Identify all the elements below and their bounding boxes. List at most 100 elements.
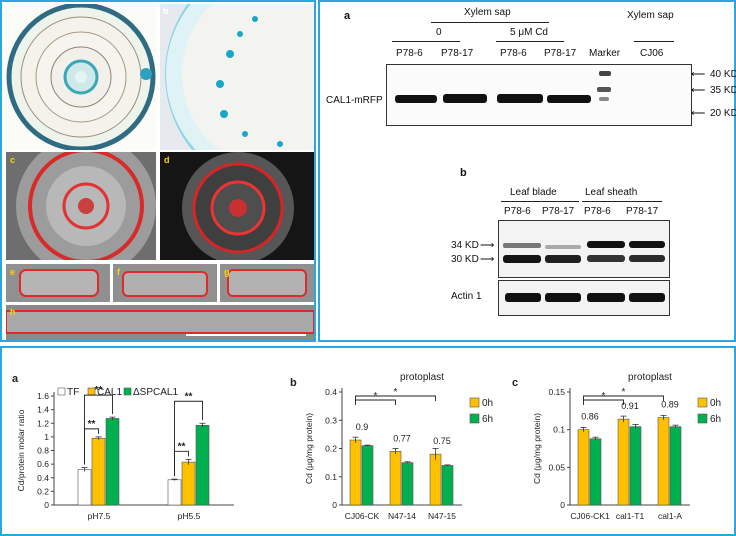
x-tick-label: cal1-T1 — [616, 511, 645, 521]
panel-letter-c: c — [10, 155, 16, 165]
legend-swatch — [697, 397, 708, 408]
y-tick-label: 0 — [332, 500, 337, 510]
bar — [195, 424, 210, 506]
x-tick-label: N47-15 — [428, 511, 456, 521]
western-blot-figure-panel: a Xylem sap 0 5 μM Cd Xylem sap P78-6 P7… — [318, 0, 736, 342]
legend-label: 6h — [482, 414, 493, 425]
legend-swatch — [469, 413, 480, 424]
y-axis-label: Cd (μg/mg protein) — [304, 413, 314, 484]
western-a-header-zero: 0 — [436, 27, 442, 38]
y-tick-label: 0 — [560, 500, 565, 510]
y-tick-label: 0.4 — [37, 473, 49, 483]
marker-label: 20 KD — [710, 108, 736, 119]
y-tick-label: 0.1 — [553, 425, 565, 435]
western-b-header-blade: Leaf blade — [510, 187, 557, 198]
y-tick-label: 0.1 — [325, 472, 337, 482]
blot-image-actin — [498, 280, 670, 316]
y-tick-label: 1.6 — [37, 391, 49, 401]
marker-arrow: ⟵ — [691, 69, 706, 80]
bar — [441, 465, 454, 506]
lane-label: P78-17 — [626, 206, 659, 217]
header-underline — [431, 22, 549, 23]
panel-letter-f: f — [117, 267, 120, 277]
chart-letter: b — [290, 377, 297, 389]
bar — [577, 429, 590, 506]
x-tick-label: N47-14 — [388, 511, 416, 521]
western-a-row-label: CAL1-mRFP — [326, 95, 383, 106]
x-tick-label: cal1-A — [658, 511, 682, 521]
lane-label: P78-6 — [500, 48, 527, 59]
y-tick-label: 0.05 — [548, 462, 565, 472]
y-tick-label: 0.2 — [325, 444, 337, 454]
significance-star: ** — [88, 419, 96, 430]
x-tick-label: CJ06-CK — [345, 511, 380, 521]
legend-swatch — [123, 387, 132, 396]
legend-swatch — [57, 387, 66, 396]
western-b-row-label: Actin 1 — [451, 291, 482, 302]
legend-label: CAL1 — [97, 387, 122, 398]
legend-label: 6h — [710, 414, 721, 425]
marker-arrow: ⟶ — [480, 254, 495, 265]
lane-label: P78-17 — [544, 48, 577, 59]
header-underline — [501, 201, 579, 202]
ratio-label: 0.77 — [393, 433, 411, 443]
western-b-letter: b — [460, 167, 467, 179]
blot-image-b — [498, 220, 670, 278]
bar — [589, 438, 602, 506]
header-underline — [634, 41, 674, 42]
micrograph-f — [113, 264, 217, 302]
marker-arrow: ⟵ — [691, 85, 706, 96]
y-tick-label: 0.15 — [548, 387, 565, 397]
x-tick-label: CJ06-CK1 — [570, 511, 609, 521]
bar — [657, 417, 670, 506]
bar — [77, 469, 92, 506]
y-tick-label: 0 — [44, 500, 49, 510]
bar-charts-panel: a 0 0.2 0.4 0.6 0.8 1 1.2 1.4 1.6 Cd/protein molar… — [0, 346, 736, 536]
ratio-label: 0.9 — [356, 422, 369, 432]
ratio-label: 0.89 — [661, 400, 679, 410]
bar — [105, 418, 120, 506]
y-axis-label: Cd/protein molar ratio — [16, 409, 26, 491]
lane-label: CJ06 — [640, 48, 664, 59]
chart-title: protoplast — [628, 372, 672, 383]
significance-star: ** — [95, 385, 103, 396]
chart-title: protoplast — [400, 372, 444, 383]
significance-star: ** — [178, 441, 186, 452]
lane-label: P78-6 — [584, 206, 611, 217]
marker-label: 34 KD — [451, 240, 479, 251]
western-a-letter: a — [344, 10, 351, 22]
panel-letter-g: g — [224, 267, 230, 277]
significance-star: * — [622, 387, 626, 398]
significance-star: * — [602, 391, 606, 402]
bar — [181, 461, 196, 506]
micrograph-c — [6, 152, 156, 260]
y-tick-label: 1.4 — [37, 405, 49, 415]
header-underline — [582, 201, 662, 202]
ratio-label: 0.86 — [581, 412, 599, 422]
y-tick-label: 0.8 — [37, 446, 49, 456]
significance-bracket — [355, 395, 436, 401]
panel-letter-e: e — [10, 267, 16, 277]
y-axis-label: Cd (μg/mg protein) — [532, 413, 542, 484]
western-a-header-cd: 5 μM Cd — [510, 27, 548, 38]
significance-bracket — [84, 394, 113, 465]
bar — [361, 445, 374, 506]
header-underline — [392, 41, 460, 42]
marker-arrow: ⟶ — [480, 240, 495, 251]
significance-bracket — [583, 395, 664, 401]
lane-label: P78-6 — [396, 48, 423, 59]
micrograph-d — [160, 152, 314, 260]
micrograph-g — [220, 264, 314, 302]
western-a-header-xylem2: Xylem sap — [627, 10, 674, 21]
panel-letter-h: h — [10, 307, 16, 317]
y-tick-label: 1.2 — [37, 418, 49, 428]
marker-arrow: ⟵ — [691, 108, 706, 119]
bar — [617, 418, 630, 506]
microscopy-figure-panel: a b c — [0, 0, 316, 342]
marker-label: 30 KD — [451, 254, 479, 265]
lane-label: Marker — [589, 48, 621, 59]
bar — [629, 426, 642, 506]
significance-star: * — [394, 387, 398, 398]
blot-image-a — [386, 64, 692, 126]
bar — [167, 479, 182, 506]
